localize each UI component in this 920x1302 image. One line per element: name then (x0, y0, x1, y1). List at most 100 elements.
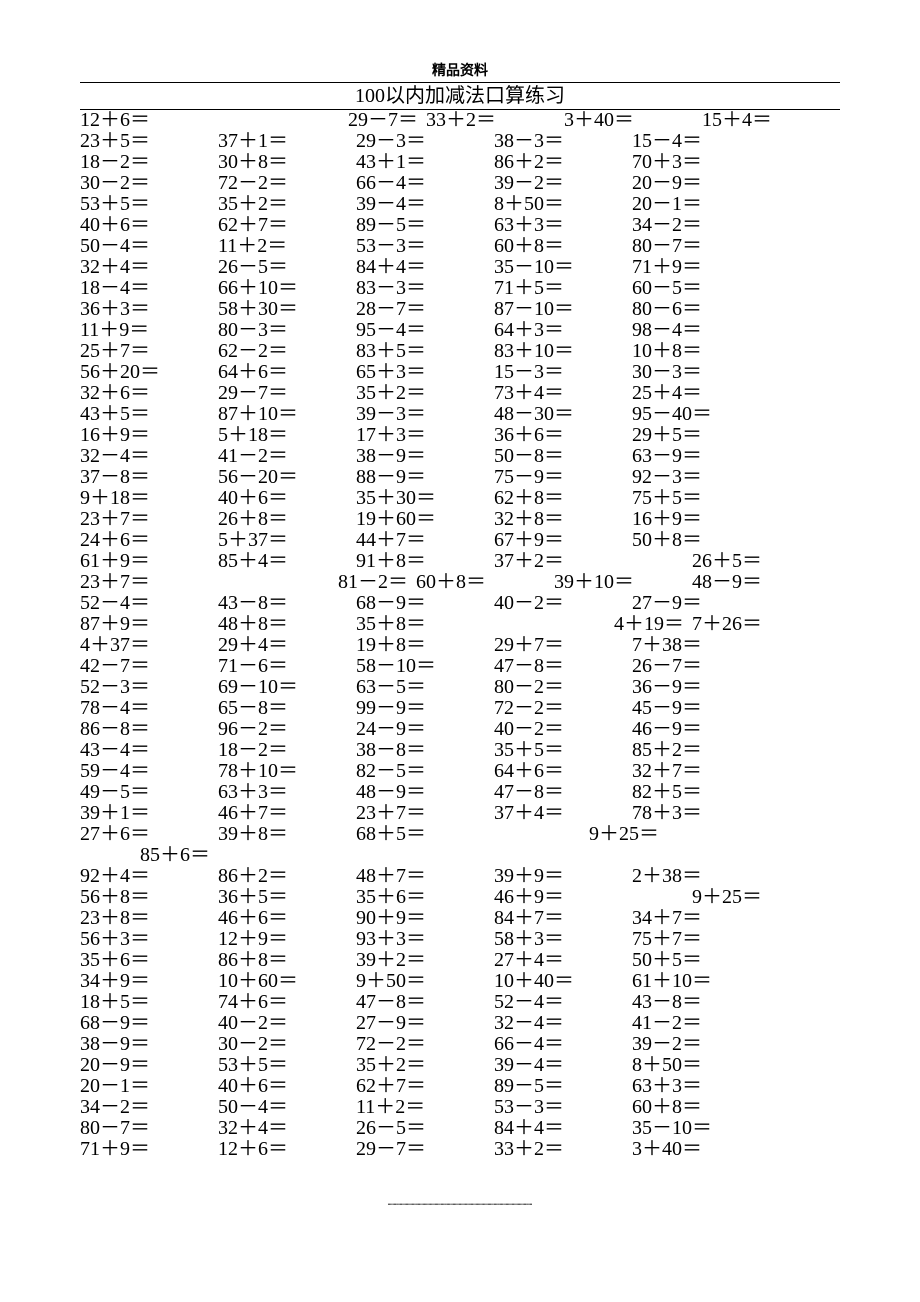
math-problem: 42－7＝ (80, 656, 218, 677)
math-problem: 30－3＝ (632, 362, 770, 383)
math-problem: 41－2＝ (218, 446, 356, 467)
math-problem: 40＋6＝ (218, 488, 356, 509)
math-problem: 43－8＝ (218, 593, 356, 614)
math-problem: 71＋5＝ (494, 278, 632, 299)
doc-header: 精品资料 (80, 60, 840, 80)
math-problem: 7＋38＝ (632, 635, 770, 656)
math-problem: 23＋7＝ (80, 509, 218, 530)
math-problem: 4＋37＝ (80, 635, 218, 656)
math-problem: 27＋6＝ (80, 824, 218, 845)
math-problem: 32－4＝ (494, 1013, 632, 1034)
math-problem: 24－9＝ (356, 719, 494, 740)
math-problem: 87－10＝ (494, 299, 632, 320)
math-problem: 35＋6＝ (356, 887, 494, 908)
math-problem: 29－7＝ (218, 110, 426, 131)
math-problem: 40－2＝ (218, 1013, 356, 1034)
math-problem: 58＋3＝ (494, 929, 632, 950)
math-problem: 48－30＝ (494, 404, 632, 425)
math-problem: 40＋6＝ (80, 215, 218, 236)
math-problem: 47－8＝ (494, 656, 632, 677)
math-problem: 9＋25＝ (632, 887, 770, 908)
math-problem: 23＋7＝ (80, 572, 218, 593)
math-problem: 34－2＝ (632, 215, 770, 236)
math-problem: 62＋7＝ (356, 1076, 494, 1097)
math-problem: 12＋9＝ (218, 929, 356, 950)
math-problem: 75＋7＝ (632, 929, 770, 950)
math-problem: 12＋6＝ (218, 1139, 356, 1160)
math-problem: 41－2＝ (632, 1013, 770, 1034)
math-problem: 62＋8＝ (494, 488, 632, 509)
math-problem: 38－3＝ (494, 131, 632, 152)
math-problem: 58－10＝ (356, 656, 494, 677)
math-problem: 34＋7＝ (632, 908, 770, 929)
math-problem: 50－4＝ (80, 236, 218, 257)
math-problem: 78＋3＝ (632, 803, 770, 824)
math-problem: 63＋3＝ (632, 1076, 770, 1097)
math-problem: 34＋9＝ (80, 971, 218, 992)
math-problem: 39＋8＝ (218, 824, 356, 845)
math-problem: 38－9＝ (80, 1034, 218, 1055)
math-problem: 52－4＝ (80, 593, 218, 614)
math-problem: 75＋5＝ (632, 488, 770, 509)
math-problem: 8＋50＝ (632, 1055, 770, 1076)
math-problem: 62－2＝ (218, 341, 356, 362)
math-problem: 39－2＝ (494, 173, 632, 194)
math-problem: 5＋18＝ (218, 425, 356, 446)
math-problem: 16＋9＝ (80, 425, 218, 446)
math-problem: 29－3＝ (356, 131, 494, 152)
math-problem: 81－2＝ (218, 572, 416, 593)
math-problem: 65＋3＝ (356, 362, 494, 383)
math-problem: 47－8＝ (356, 992, 494, 1013)
math-problem: 45－9＝ (632, 698, 770, 719)
math-problem: 33＋2＝ (426, 110, 564, 131)
math-problem: 37＋2＝ (494, 551, 632, 572)
math-problem: 27＋4＝ (494, 950, 632, 971)
math-problem: 82＋5＝ (632, 782, 770, 803)
math-problem: 43－4＝ (80, 740, 218, 761)
math-problem: 11＋9＝ (80, 320, 218, 341)
math-problem: 24＋6＝ (80, 530, 218, 551)
math-problem: 71－6＝ (218, 656, 356, 677)
math-problem: 16＋9＝ (632, 509, 770, 530)
math-problem: 15－3＝ (494, 362, 632, 383)
math-problem: 18－4＝ (80, 278, 218, 299)
math-problem: 85＋2＝ (632, 740, 770, 761)
doc-title: 100以内加减法口算练习 (80, 83, 840, 109)
math-problem: 3＋40＝ (632, 1139, 770, 1160)
math-problem: 38－9＝ (356, 446, 494, 467)
math-problem: 73＋4＝ (494, 383, 632, 404)
math-problem: 43＋5＝ (80, 404, 218, 425)
math-problem: 87＋9＝ (80, 614, 218, 635)
math-problem: 25＋4＝ (632, 383, 770, 404)
math-problem: 85＋6＝ (80, 845, 840, 866)
math-problem: 37＋1＝ (218, 131, 356, 152)
math-problem: 99－9＝ (356, 698, 494, 719)
math-problem: 36＋6＝ (494, 425, 632, 446)
math-problem: 43－8＝ (632, 992, 770, 1013)
math-problem: 84＋7＝ (494, 908, 632, 929)
math-problem: 70＋3＝ (632, 152, 770, 173)
math-problem: 11＋2＝ (218, 236, 356, 257)
math-problem: 5＋37＝ (218, 530, 356, 551)
math-problem: 78－4＝ (80, 698, 218, 719)
math-problem: 65－8＝ (218, 698, 356, 719)
math-problem: 86－8＝ (80, 719, 218, 740)
math-problem: 26＋8＝ (218, 509, 356, 530)
math-problem: 83－3＝ (356, 278, 494, 299)
math-problem: 84＋4＝ (494, 1118, 632, 1139)
math-problem: 29＋7＝ (494, 635, 632, 656)
math-problem: 20－9＝ (632, 173, 770, 194)
math-problem: 23＋7＝ (356, 803, 494, 824)
math-problem: 66－4＝ (356, 173, 494, 194)
math-problem: 15－4＝ (632, 131, 770, 152)
math-problem: 32＋6＝ (80, 383, 218, 404)
math-problem: 72－2＝ (218, 173, 356, 194)
math-problem: 60＋8＝ (494, 236, 632, 257)
math-problem: 10＋8＝ (632, 341, 770, 362)
math-problem: 46＋7＝ (218, 803, 356, 824)
math-problem: 20－1＝ (80, 1076, 218, 1097)
math-problem: 18－2＝ (218, 740, 356, 761)
math-problem: 92－3＝ (632, 467, 770, 488)
math-problem: 53＋5＝ (218, 1055, 356, 1076)
math-problem: 37－8＝ (80, 467, 218, 488)
